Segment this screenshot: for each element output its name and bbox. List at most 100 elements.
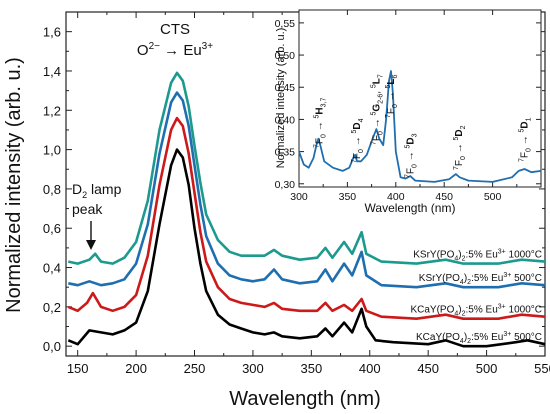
label-part: 0 <box>358 149 365 153</box>
label-part: 3+ <box>503 272 511 279</box>
label-part: 500°C <box>511 273 542 284</box>
label-part: KCaY(PO <box>410 305 454 316</box>
label-part: 7 <box>404 174 411 178</box>
label-part: 4 <box>454 311 458 318</box>
series-label-1: KCaY(PO4)2:5% Eu3+ 1000°C <box>410 304 542 318</box>
label-part: F <box>372 135 383 141</box>
label-part: 7 <box>313 144 320 148</box>
label-part: 500°C <box>511 332 542 343</box>
label-part: 5 <box>519 129 526 133</box>
label-part: 1000°C <box>506 250 542 261</box>
label-part: 0 <box>392 104 399 108</box>
label-part: 4 <box>454 256 458 263</box>
label-part: → <box>454 141 465 157</box>
inset-x-tick-label: 300 <box>290 191 308 203</box>
y-tick-label: 1,0 <box>43 143 61 158</box>
x-tick-label: 200 <box>125 361 147 376</box>
label-part: D <box>405 137 416 144</box>
inset-series-group <box>298 70 542 183</box>
label-part: 2-6 <box>378 94 385 104</box>
cts-transition-label: O2− → Eu3+ <box>137 41 213 59</box>
label-part: 3+ <box>503 331 511 338</box>
series-label-3: KSrY(PO4)2:5% Eu3+ 1000°C <box>413 249 542 263</box>
transition-label-2: 7F0 → 5G2-6, 5L7 <box>371 74 385 145</box>
label-part: F <box>314 138 325 144</box>
label-part: 2 <box>467 338 471 345</box>
x-tick-label: 250 <box>184 361 206 376</box>
y-tick-label: 1,6 <box>43 25 61 40</box>
label-part: 7 <box>519 158 526 162</box>
label-part: 7 <box>385 114 392 118</box>
label-part: 0 <box>526 148 533 152</box>
y-tick-label: 0,2 <box>43 300 61 315</box>
inset-y-tick-label: 0,30 <box>275 179 296 191</box>
inset-y-tick-label: 0,45 <box>275 82 296 94</box>
label-part: 2 <box>462 256 466 263</box>
inset-x-tick-label: 400 <box>387 191 405 203</box>
label-part: :5% Eu <box>466 305 498 316</box>
x-tick-label: 550 <box>534 361 550 376</box>
lamp-arrow-head <box>86 240 96 250</box>
main-series-group <box>67 71 546 348</box>
label-part: F <box>520 152 531 158</box>
label-part: 5 <box>385 85 392 89</box>
label-part: KSrY(PO <box>413 250 454 261</box>
label-part: :5% Eu <box>471 332 503 343</box>
y-tick-label: 1,2 <box>43 103 61 118</box>
label-part: ) <box>464 273 467 284</box>
transition-label-0: 7F0 → 5H3,7 <box>313 98 327 148</box>
inset-y-axis-title: Normalized intensity (arb. u.) <box>275 28 287 169</box>
label-part: → <box>405 149 416 165</box>
label-part: 3 <box>411 133 418 137</box>
label-part: 7 <box>371 141 378 145</box>
label-part: → <box>372 116 383 132</box>
x-tick-label: 400 <box>359 361 381 376</box>
label-part: F <box>386 108 397 114</box>
cts-o: O <box>137 42 149 59</box>
label-part: 3,7 <box>320 98 327 108</box>
x-tick-label: 300 <box>242 361 264 376</box>
label-part: → <box>386 89 397 105</box>
label-part: F <box>352 153 363 159</box>
transition-label-1: 7F0 → 5D4 <box>351 118 365 163</box>
label-part: 5 <box>351 130 358 134</box>
label-part: L <box>372 78 383 84</box>
inset-y-tick-label: 0,55 <box>275 18 296 30</box>
main-axis-ticks: 1502002503003504004505005500,00,20,40,60… <box>43 12 550 376</box>
inset-x-tick-label: 500 <box>484 191 502 203</box>
label-part: 4 <box>358 118 365 122</box>
x-tick-label: 500 <box>476 361 498 376</box>
inset-frame <box>298 9 542 188</box>
y-tick-label: 1,4 <box>43 64 61 79</box>
label-part: 1 <box>526 117 533 121</box>
label-part: :5% Eu <box>471 273 503 284</box>
label-part: → <box>352 134 363 150</box>
label-part: 0 <box>411 164 418 168</box>
series-label-0: KCaY(PO4)2:5% Eu3+ 500°C <box>416 331 542 345</box>
x-tick-label: 150 <box>67 361 89 376</box>
transition-label-4: 7F0 → 5D3 <box>404 133 418 178</box>
label-part: 0 <box>378 131 385 135</box>
y-tick-label: 0,4 <box>43 261 61 276</box>
series-line-2 <box>68 91 546 289</box>
cts-eu-sup: 3+ <box>202 41 214 52</box>
label-part: 5 <box>371 112 378 116</box>
label-part: 5 <box>313 115 320 119</box>
label-part: F <box>454 160 465 166</box>
y-tick-label: 0,0 <box>43 339 61 354</box>
label-part: D <box>352 122 363 129</box>
label-part: 5 <box>371 84 378 88</box>
lamp-label-line2: peak <box>72 201 103 217</box>
label-part: L <box>386 79 397 85</box>
y-tick-label: 0,6 <box>43 221 61 236</box>
label-part: KCaY(PO <box>416 332 460 343</box>
cts-arrow-eu: → Eu <box>160 42 202 59</box>
label-part: G <box>372 104 383 112</box>
x-tick-label: 450 <box>417 361 439 376</box>
label-part: 6 <box>392 75 399 79</box>
label-part: , <box>372 88 383 94</box>
x-tick-label: 350 <box>300 361 322 376</box>
inset-y-tick-label: 0,50 <box>275 50 296 62</box>
